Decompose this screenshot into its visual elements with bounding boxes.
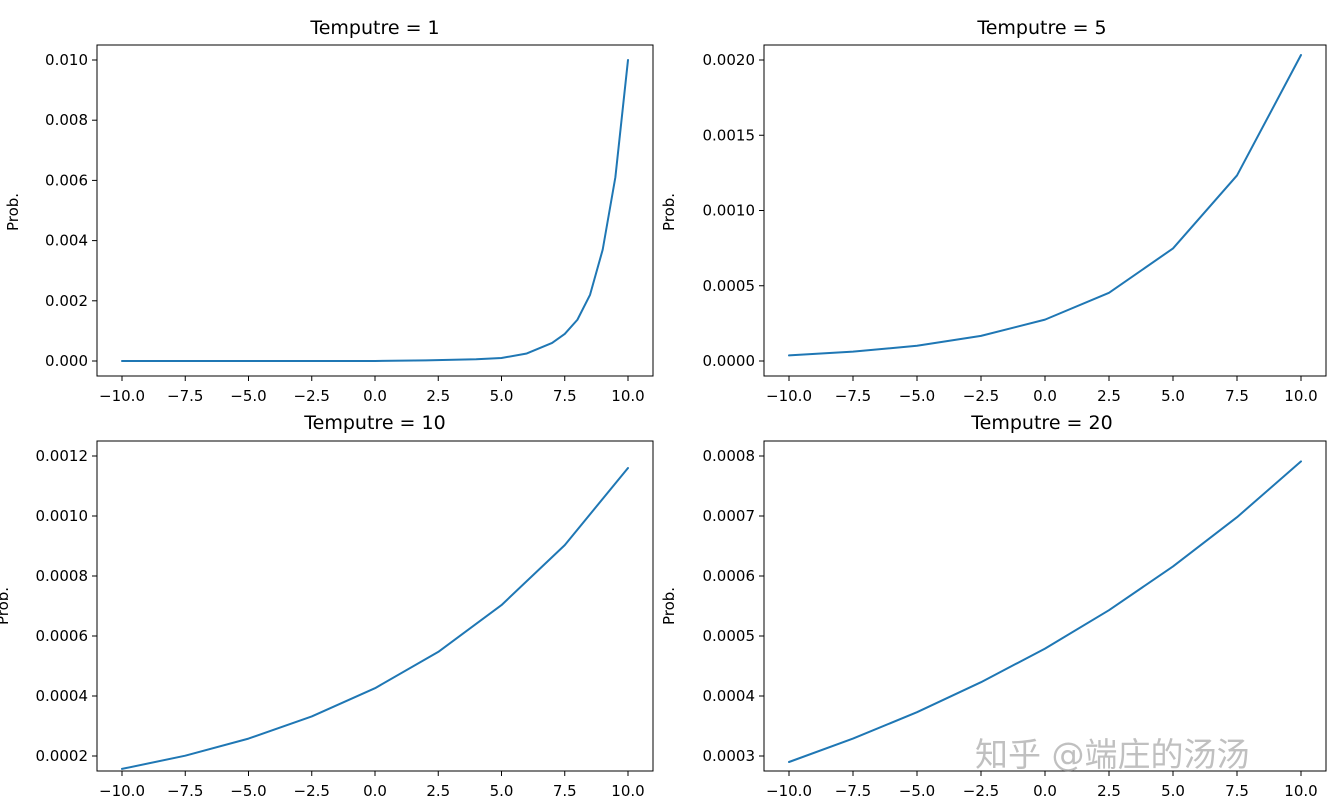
x-tick-label: 0.0 bbox=[1033, 782, 1057, 800]
watermark-text: 知乎 @端庄的汤汤 bbox=[975, 735, 1250, 774]
x-tick-label: −5.0 bbox=[899, 782, 935, 800]
series-line bbox=[788, 54, 1302, 357]
x-tick-label: 5.0 bbox=[490, 387, 514, 405]
y-tick-label: 0.004 bbox=[45, 232, 88, 250]
y-tick-label: 0.0004 bbox=[703, 687, 756, 705]
y-tick-label: 0.0005 bbox=[703, 627, 756, 645]
series-line bbox=[121, 59, 629, 362]
y-tick-label: 0.0012 bbox=[36, 447, 89, 465]
x-tick-label: 7.5 bbox=[553, 387, 577, 405]
x-tick-label: 10.0 bbox=[1284, 782, 1317, 800]
subplot-2: Temputre = 5 Prob. −10.0 −7.5 −5.0 −2.5 0.0 2.5… bbox=[660, 17, 1327, 405]
x-tick-label: −7.5 bbox=[167, 782, 203, 800]
x-tick-label: 2.5 bbox=[426, 387, 450, 405]
axes-frame bbox=[763, 44, 1327, 377]
x-tick-label: −5.0 bbox=[230, 387, 266, 405]
axes-frame bbox=[96, 44, 654, 377]
subplot-1: Temputre = 1 Prob. −10.0 −7.5 −5.0 −2.5 0.0 2.5… bbox=[4, 17, 654, 405]
x-tick-label: −2.5 bbox=[294, 387, 330, 405]
x-tick-label: −7.5 bbox=[835, 387, 871, 405]
chart-title: Temputre = 1 bbox=[309, 17, 439, 39]
x-tick-label: 10.0 bbox=[611, 387, 644, 405]
y-axis-label: Prob. bbox=[660, 587, 678, 625]
x-tick-label: 2.5 bbox=[426, 782, 450, 800]
y-tick-label: 0.0007 bbox=[703, 507, 756, 525]
y-tick-label: 0.0010 bbox=[36, 507, 89, 525]
y-tick-label: 0.010 bbox=[45, 51, 88, 69]
y-tick-label: 0.0004 bbox=[36, 687, 89, 705]
y-tick-label: 0.0010 bbox=[703, 202, 756, 220]
x-tick-label: 10.0 bbox=[1284, 387, 1317, 405]
x-tick-label: 0.0 bbox=[1033, 387, 1057, 405]
x-tick-label: 10.0 bbox=[611, 782, 644, 800]
x-tick-label: 5.0 bbox=[1161, 782, 1185, 800]
y-tick-label: 0.008 bbox=[45, 111, 88, 129]
y-tick-label: 0.0008 bbox=[703, 447, 756, 465]
x-tick-label: −2.5 bbox=[963, 387, 999, 405]
y-tick-label: 0.0003 bbox=[703, 747, 756, 765]
x-tick-label: 5.0 bbox=[490, 782, 514, 800]
series-line bbox=[788, 460, 1302, 763]
x-tick-label: −10.0 bbox=[766, 387, 812, 405]
x-tick-label: −10.0 bbox=[99, 387, 145, 405]
x-tick-label: 0.0 bbox=[363, 387, 387, 405]
y-tick-label: 0.0006 bbox=[703, 567, 756, 585]
y-tick-label: 0.0015 bbox=[703, 126, 756, 144]
x-tick-label: −10.0 bbox=[99, 782, 145, 800]
y-tick-label: 0.0002 bbox=[36, 747, 89, 765]
chart-title: Temputre = 10 bbox=[303, 412, 445, 434]
x-tick-label: 0.0 bbox=[363, 782, 387, 800]
y-tick-label: 0.000 bbox=[45, 352, 88, 370]
y-tick-label: 0.0006 bbox=[36, 627, 89, 645]
chart-title: Temputre = 5 bbox=[976, 17, 1106, 39]
y-tick-label: 0.006 bbox=[45, 171, 88, 189]
y-axis-label: Prob. bbox=[4, 193, 22, 231]
chart-title: Temputre = 20 bbox=[970, 412, 1112, 434]
y-tick-label: 0.0005 bbox=[703, 277, 756, 295]
y-tick-label: 0.0020 bbox=[703, 51, 756, 69]
subplot-4: Temputre = 20 Prob. −10.0 −7.5 −5.0 −2.5 0.0 2.… bbox=[660, 412, 1327, 800]
x-tick-label: −2.5 bbox=[963, 782, 999, 800]
x-tick-label: 2.5 bbox=[1097, 387, 1121, 405]
x-tick-label: −7.5 bbox=[167, 387, 203, 405]
x-tick-label: 5.0 bbox=[1161, 387, 1185, 405]
x-tick-label: −10.0 bbox=[766, 782, 812, 800]
y-axis-label: Prob. bbox=[0, 587, 12, 625]
axes-frame bbox=[763, 440, 1327, 772]
axes-frame bbox=[96, 440, 654, 772]
y-tick-label: 0.002 bbox=[45, 292, 88, 310]
y-axis-label: Prob. bbox=[660, 193, 678, 231]
x-tick-label: 7.5 bbox=[1225, 782, 1249, 800]
x-tick-label: −2.5 bbox=[294, 782, 330, 800]
subplot-3: Temputre = 10 Prob. −10.0 −7.5 −5.0 −2.5 0.0 2.… bbox=[0, 412, 654, 800]
x-tick-label: 7.5 bbox=[553, 782, 577, 800]
x-tick-label: 7.5 bbox=[1225, 387, 1249, 405]
x-tick-label: −5.0 bbox=[899, 387, 935, 405]
y-tick-label: 0.0008 bbox=[36, 567, 89, 585]
x-tick-label: 2.5 bbox=[1097, 782, 1121, 800]
y-tick-label: 0.0000 bbox=[703, 352, 756, 370]
x-tick-label: −5.0 bbox=[230, 782, 266, 800]
x-tick-label: −7.5 bbox=[835, 782, 871, 800]
series-line bbox=[121, 467, 629, 770]
